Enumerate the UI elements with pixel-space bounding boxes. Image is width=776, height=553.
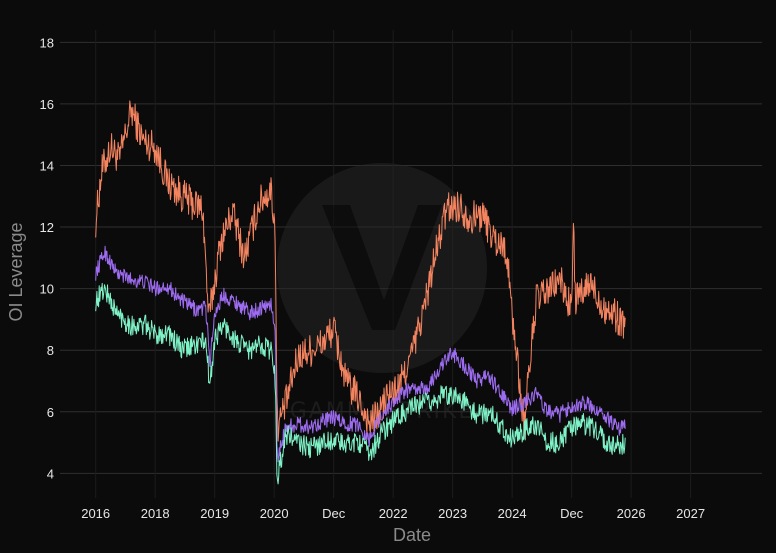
series-line-1 xyxy=(95,100,626,442)
watermark-logo-mark xyxy=(322,205,442,330)
y-tick-label: 14 xyxy=(40,158,54,173)
series-line-2 xyxy=(95,245,626,463)
series-lines xyxy=(95,100,626,485)
y-tick-label: 18 xyxy=(40,35,54,50)
x-tick-label: 2022 xyxy=(379,506,408,521)
y-tick-label: 6 xyxy=(47,405,54,420)
x-axis-ticks: 2016 2018 2019 2020 Dec 2022 2023 2024 Dec 2026 20… xyxy=(81,506,705,521)
x-tick-label: Dec xyxy=(322,506,346,521)
x-tick-label: 2023 xyxy=(438,506,467,521)
y-tick-label: 10 xyxy=(40,282,54,297)
x-tick-label: 2019 xyxy=(200,506,229,521)
y-axis-ticks: 4 6 8 10 12 14 16 18 xyxy=(40,35,54,481)
x-tick-label: Dec xyxy=(560,506,584,521)
x-tick-label: 2024 xyxy=(498,506,527,521)
x-tick-label: 2020 xyxy=(260,506,289,521)
y-tick-label: 4 xyxy=(47,466,54,481)
x-tick-label: 2027 xyxy=(676,506,705,521)
x-tick-label: 2016 xyxy=(81,506,110,521)
x-tick-label: 2026 xyxy=(617,506,646,521)
y-tick-label: 12 xyxy=(40,220,54,235)
watermark-logo xyxy=(277,163,487,373)
y-tick-label: 8 xyxy=(47,343,54,358)
y-axis-title: OI Leverage xyxy=(6,222,26,321)
series-line-3 xyxy=(95,282,626,485)
y-tick-label: 16 xyxy=(40,97,54,112)
x-axis-title: Date xyxy=(393,525,431,545)
x-tick-label: 2018 xyxy=(141,506,170,521)
